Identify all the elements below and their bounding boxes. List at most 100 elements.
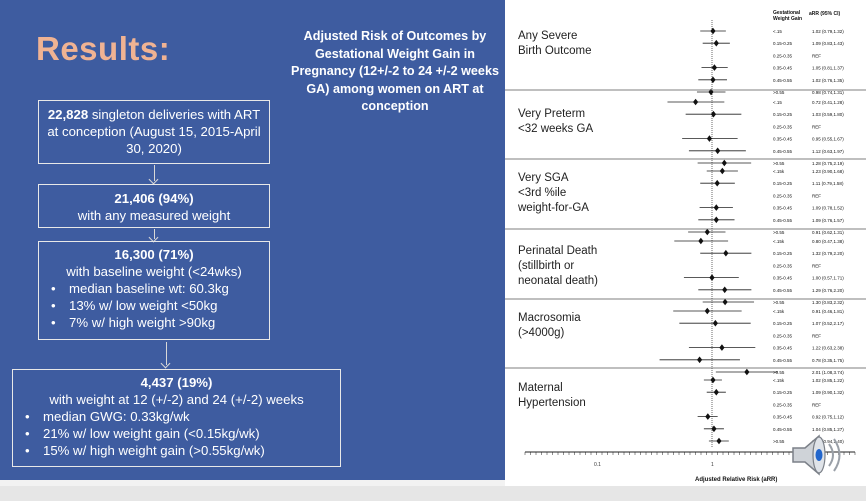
forest-plot: <.15 1.02 (0.79,1.32) 0.15-0.25 1.09 (0.83,… [505, 20, 866, 468]
point-estimate [713, 204, 719, 211]
point-estimate [713, 216, 719, 224]
arr-label: REF [812, 193, 821, 198]
gwg-label: 0.35-0.45 [773, 276, 793, 281]
flow-box-2: 21,406 (94%) with any measured weight [38, 184, 270, 228]
arr-label: 0.95 (0.55,1.67) [812, 137, 844, 142]
gwg-label: 0.45-0.55 [773, 218, 793, 223]
arr-label: 1.02 (0.79,1.32) [812, 29, 844, 34]
gwg-label: 0.45-0.55 [773, 427, 793, 432]
arr-label: 1.15 (0.94,1.40) [812, 439, 844, 444]
arr-label: 1.04 (0.85,1.27) [812, 427, 844, 432]
slide-subtitle: Adjusted Risk of Outcomes by Gestational… [291, 29, 499, 113]
point-estimate [705, 413, 711, 420]
speaker-icon[interactable] [789, 432, 845, 478]
bullet: median baseline wt: 60.3kg [43, 280, 265, 297]
point-estimate [710, 376, 716, 384]
category-line: Hypertension [518, 397, 586, 409]
gwg-label: 0.15-0.25 [773, 112, 793, 117]
category-label-1: Any Severe Birth Outcome [518, 29, 592, 59]
bullet: median GWG: 0.33kg/wk [17, 408, 336, 425]
gwg-label: 0.45-0.55 [773, 78, 793, 83]
arr-label: 0.92 (0.75,1.12) [812, 415, 844, 420]
gwg-label: <.15 [773, 29, 782, 34]
gwg-label: 0.25-0.35 [773, 402, 793, 407]
arr-label: REF [812, 124, 821, 129]
arr-label: 1.28 (0.75,2.19) [812, 161, 844, 166]
arr-label: 0.78 (0.35,1.75) [812, 358, 844, 363]
gwg-label: 0.35-0.45 [773, 66, 793, 71]
flow-arrow-2 [154, 229, 155, 239]
arr-label: 1.02 (0.85,1.22) [812, 378, 844, 383]
gwg-label: <.15 [773, 100, 782, 105]
point-estimate [722, 286, 728, 294]
arr-label: 1.30 (0.83,2.32) [812, 300, 844, 305]
gwg-label: <.15k [773, 309, 785, 314]
category-line: <32 weeks GA [518, 123, 594, 135]
point-estimate [719, 344, 725, 351]
gwg-label: 0.25-0.35 [773, 124, 793, 129]
category-line: <3rd %ile [518, 187, 567, 199]
arr-label: 1.05 (0.81,1.37) [812, 66, 844, 71]
gwg-label: >0.55 [773, 439, 785, 444]
gwg-label: >0.55 [773, 90, 785, 95]
arr-label: 1.09 (0.78,1.52) [812, 206, 844, 211]
point-estimate [714, 179, 720, 187]
point-estimate [723, 249, 729, 257]
flow-box-1-count: 22,828 [47, 107, 89, 122]
gwg-label: >0.55 [773, 161, 785, 166]
gwg-label: 0.35-0.45 [773, 346, 793, 351]
bullet: 21% w/ low weight gain (<0.15kg/wk) [17, 425, 336, 442]
flow-box-3-count: 16,300 (71%) [114, 247, 194, 262]
category-line: Macrosomia [518, 312, 581, 324]
category-line: Perinatal Death [518, 245, 598, 257]
point-estimate [716, 437, 722, 445]
arr-label: 1.03 (0.59,1.80) [812, 112, 844, 117]
gwg-label: >0.55 [773, 300, 785, 305]
flow-box-4-text: with weight at 12 (+/-2) and 24 (+/-2) w… [49, 392, 304, 407]
col-header-arr: aRR (95% CI) [809, 11, 841, 17]
gwg-label: 0.15-0.25 [773, 41, 793, 46]
arr-label: 0.91 (0.62,1.31) [812, 230, 844, 235]
category-label-6: Maternal Hypertension [518, 381, 586, 411]
gwg-label: 0.15-0.25 [773, 390, 793, 395]
arr-label: 1.09 (0.90,1.32) [812, 390, 844, 395]
flow-box-2-count: 21,406 (94%) [114, 191, 194, 206]
col-header-gwg: Gestational Weight Gain [773, 10, 803, 22]
gwg-label: 0.15-0.25 [773, 321, 793, 326]
category-label-5: Macrosomia (>4000g) [518, 311, 581, 341]
flow-box-4: 4,437 (19%) with weight at 12 (+/-2) and… [12, 369, 341, 467]
arr-label: 1.29 (0.76,2.20) [812, 288, 844, 293]
point-estimate [696, 356, 703, 364]
gwg-label: <.15k [773, 169, 785, 174]
category-line: Maternal [518, 382, 563, 394]
category-label-2: Very Preterm <32 weeks GA [518, 107, 593, 137]
gwg-label: 0.35-0.45 [773, 206, 793, 211]
category-label-3: Very SGA <3rd %ile weight-for-GA [518, 171, 589, 216]
category-line: Birth Outcome [518, 45, 592, 57]
point-estimate [704, 228, 710, 236]
flow-arrow-1 [154, 165, 155, 181]
arr-label: 2.01 (1.08,3.74) [812, 370, 844, 375]
point-estimate [711, 64, 718, 71]
gwg-label: <.15k [773, 239, 785, 244]
category-line: Very SGA [518, 172, 569, 184]
category-line: Very Preterm [518, 108, 586, 120]
gwg-label: 0.25-0.35 [773, 263, 793, 268]
gwg-label: 0.15-0.25 [773, 181, 793, 186]
category-line: (>4000g) [518, 327, 565, 339]
gwg-label: >0.55 [773, 230, 785, 235]
point-estimate [698, 237, 704, 245]
gwg-label: >0.55 [773, 370, 785, 375]
arr-label: REF [812, 263, 821, 268]
x-axis-label: Adjusted Relative Risk (aRR) [695, 477, 778, 483]
x-tick-label: 0.1 [594, 462, 601, 468]
flow-box-4-count: 4,437 (19%) [140, 375, 213, 390]
arr-label: 0.98 (0.74,1.31) [812, 90, 844, 95]
point-estimate [715, 147, 721, 155]
flow-box-1: 22,828 singleton deliveries with ART at … [38, 100, 270, 164]
arr-label: 1.09 (0.76,1.57) [812, 218, 844, 223]
forest-plot-panel: Gestational Weight Gain aRR (95% CI) Any… [505, 0, 866, 490]
gwg-label: 0.35-0.45 [773, 415, 793, 420]
x-tick-label: 1 [711, 462, 714, 468]
arr-label: 0.80 (0.47,1.38) [812, 239, 844, 244]
